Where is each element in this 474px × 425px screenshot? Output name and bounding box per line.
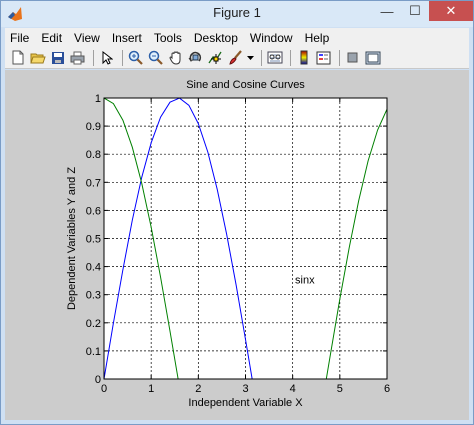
menu-edit[interactable]: Edit xyxy=(41,30,63,45)
menu-desktop[interactable]: Desktop xyxy=(193,30,238,45)
pan-hand-icon[interactable] xyxy=(167,49,184,66)
title-bar: Figure 1 — ☐ ✕ xyxy=(1,1,473,27)
menu-window[interactable]: Window xyxy=(249,30,293,45)
y-axis-label: Dependent Variables Y and Z xyxy=(66,167,78,310)
x-tick-label: 6 xyxy=(384,383,390,395)
window-title: Figure 1 xyxy=(213,5,261,20)
y-tick-label: 0.1 xyxy=(86,346,101,358)
menu-file[interactable]: File xyxy=(10,30,30,45)
zoom-out-icon[interactable] xyxy=(147,49,164,66)
y-tick-label: 0.7 xyxy=(86,177,101,189)
x-tick-label: 3 xyxy=(242,383,248,395)
hide-plot-tools-icon[interactable] xyxy=(344,49,361,66)
menu-tools[interactable]: Tools xyxy=(153,30,182,45)
insert-legend-icon[interactable] xyxy=(315,49,332,66)
y-tick-label: 0.3 xyxy=(86,290,101,302)
menu-view[interactable]: View xyxy=(74,30,100,45)
y-tick-label: 1 xyxy=(95,93,101,105)
figure-toolbar xyxy=(5,47,469,69)
minimize-button[interactable]: — xyxy=(380,3,394,19)
y-tick-label: 0 xyxy=(95,374,101,386)
open-file-icon[interactable] xyxy=(29,49,46,66)
chart-title: Sine and Cosine Curves xyxy=(186,79,305,91)
y-tick-label: 0.8 xyxy=(86,149,101,161)
close-button[interactable]: ✕ xyxy=(429,1,473,21)
save-icon[interactable] xyxy=(49,49,66,66)
x-tick-label: 5 xyxy=(337,383,343,395)
plot-svg: 0 1 2 3 4 5 6 0 0.1 0.2 0.3 0.4 0.5 0.6 0.7 0.8 0.9 1 Sine… xyxy=(66,79,390,409)
data-cursor-icon[interactable] xyxy=(207,49,224,66)
x-axis-label: Independent Variable X xyxy=(188,397,303,409)
y-tick-label: 0.4 xyxy=(86,262,101,274)
menu-bar: File Edit View Insert Tools Desktop Wind… xyxy=(5,28,469,47)
new-figure-icon[interactable] xyxy=(9,49,26,66)
figure-canvas: 0 1 2 3 4 5 6 0 0.1 0.2 0.3 0.4 0.5 0.6 0.7 0.8 0.9 1 Sine… xyxy=(5,70,469,420)
x-tick-label: 0 xyxy=(101,383,107,395)
print-icon[interactable] xyxy=(69,49,86,66)
y-tick-label: 0.9 xyxy=(86,121,101,133)
y-tick-label: 0.5 xyxy=(86,234,101,246)
y-tick-label: 0.2 xyxy=(86,318,101,330)
matlab-app-icon xyxy=(8,7,22,21)
x-tick-label: 2 xyxy=(195,383,201,395)
link-plot-icon[interactable] xyxy=(266,49,283,66)
menu-insert[interactable]: Insert xyxy=(111,30,142,45)
maximize-button[interactable]: ☐ xyxy=(409,3,421,18)
zoom-in-icon[interactable] xyxy=(127,49,144,66)
x-tick-label: 4 xyxy=(290,383,296,395)
edit-plot-arrow-icon[interactable] xyxy=(98,49,115,66)
cosine-curve xyxy=(104,98,387,379)
x-tick-label: 1 xyxy=(148,383,154,395)
show-plot-tools-icon[interactable] xyxy=(364,49,381,66)
menu-help[interactable]: Help xyxy=(304,30,330,45)
brush-icon[interactable] xyxy=(227,49,244,66)
insert-colorbar-icon[interactable] xyxy=(295,49,312,66)
y-tick-label: 0.6 xyxy=(86,205,101,217)
rotate-3d-icon[interactable] xyxy=(187,49,204,66)
sinx-annotation: sinx xyxy=(295,274,315,286)
brush-dropdown-icon[interactable] xyxy=(247,49,254,66)
